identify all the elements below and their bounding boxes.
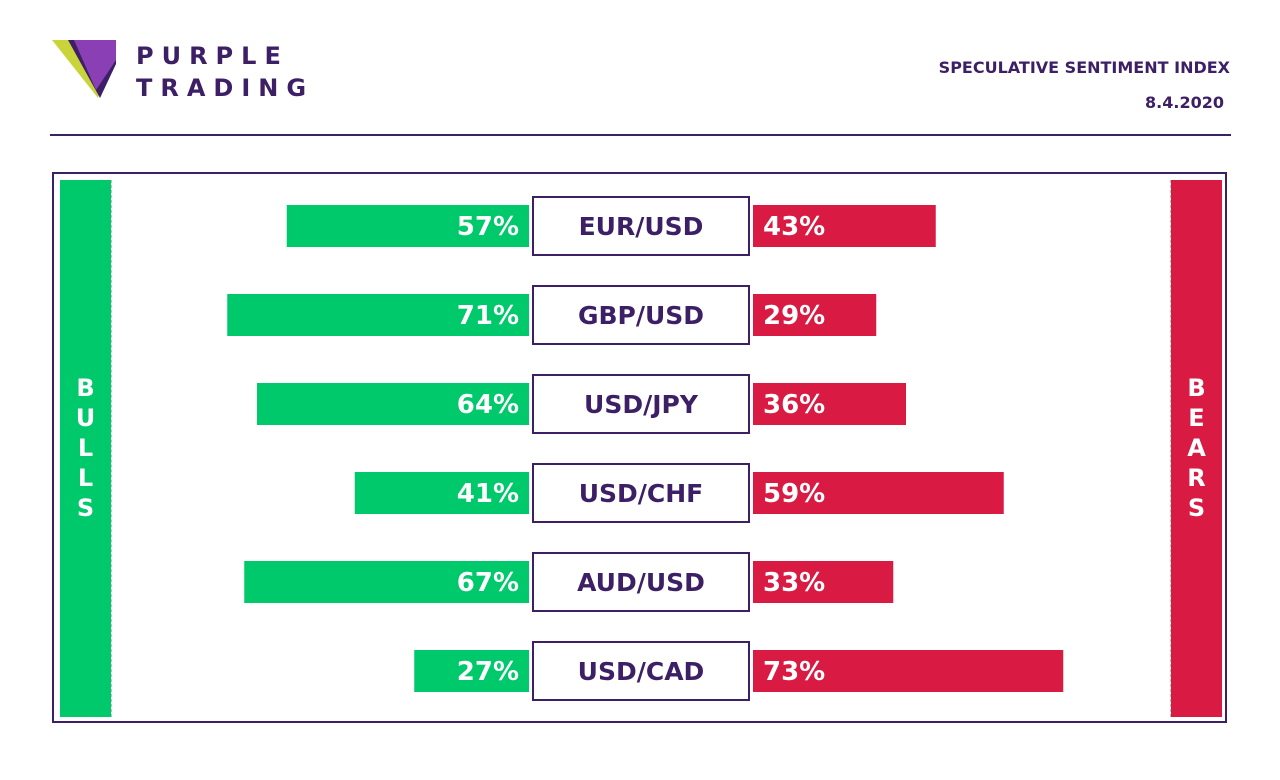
bears-rail-line [1170, 180, 1171, 717]
currency-pair-label: USD/CHF [579, 479, 704, 508]
bears-bar [753, 650, 1064, 692]
bulls-bar [244, 561, 529, 603]
bulls-value-label: 41% [457, 479, 519, 509]
report-date: 8.4.2020 [1145, 93, 1224, 112]
pair-label-box [532, 463, 750, 523]
brand-name-line1: PURPLE [136, 42, 289, 70]
pair-label-box [532, 285, 750, 345]
pair-label-box [532, 552, 750, 612]
bulls-label: BULLS [71, 373, 100, 524]
brand-name-line2: TRADING [136, 74, 315, 102]
header-divider [50, 134, 1231, 136]
chart-frame [52, 172, 1227, 723]
bulls-bar [414, 650, 529, 692]
bears-value-label: 43% [763, 212, 825, 242]
bulls-bar [286, 205, 529, 247]
pair-label-box [532, 196, 750, 256]
bulls-value-label: 57% [457, 212, 519, 242]
bulls-value-label: 27% [457, 657, 519, 687]
bulls-bar [257, 383, 529, 425]
bears-value-label: 36% [763, 390, 825, 420]
pair-label-box [532, 641, 750, 701]
bears-value-label: 33% [763, 568, 825, 598]
bulls-bar [227, 294, 529, 336]
bears-bar [753, 383, 906, 425]
bears-bar [753, 205, 936, 247]
currency-pair-label: USD/CAD [578, 657, 705, 686]
bears-value-label: 29% [763, 301, 825, 331]
bulls-bar [354, 472, 529, 514]
brand-logo: PURPLE TRADING [52, 40, 332, 102]
page-title: SPECULATIVE SENTIMENT INDEX [938, 58, 1230, 77]
bulls-value-label: 67% [457, 568, 519, 598]
bears-value-label: 59% [763, 479, 825, 509]
logo-mark-icon [52, 40, 116, 98]
bears-bar [753, 472, 1004, 514]
bulls-side-bar: BULLS [60, 180, 111, 717]
currency-pair-label: EUR/USD [579, 212, 704, 241]
bears-value-label: 73% [763, 657, 825, 687]
currency-pair-label: GBP/USD [578, 301, 704, 330]
bulls-rail-line [111, 180, 112, 717]
bears-side-bar: BEARS [1171, 180, 1222, 717]
bulls-value-label: 71% [457, 301, 519, 331]
bears-bar [753, 561, 894, 603]
currency-pair-label: AUD/USD [577, 568, 705, 597]
currency-pair-label: USD/JPY [584, 390, 699, 419]
bears-bar [753, 294, 877, 336]
bulls-value-label: 64% [457, 390, 519, 420]
bears-label: BEARS [1182, 373, 1211, 524]
pair-label-box [532, 374, 750, 434]
